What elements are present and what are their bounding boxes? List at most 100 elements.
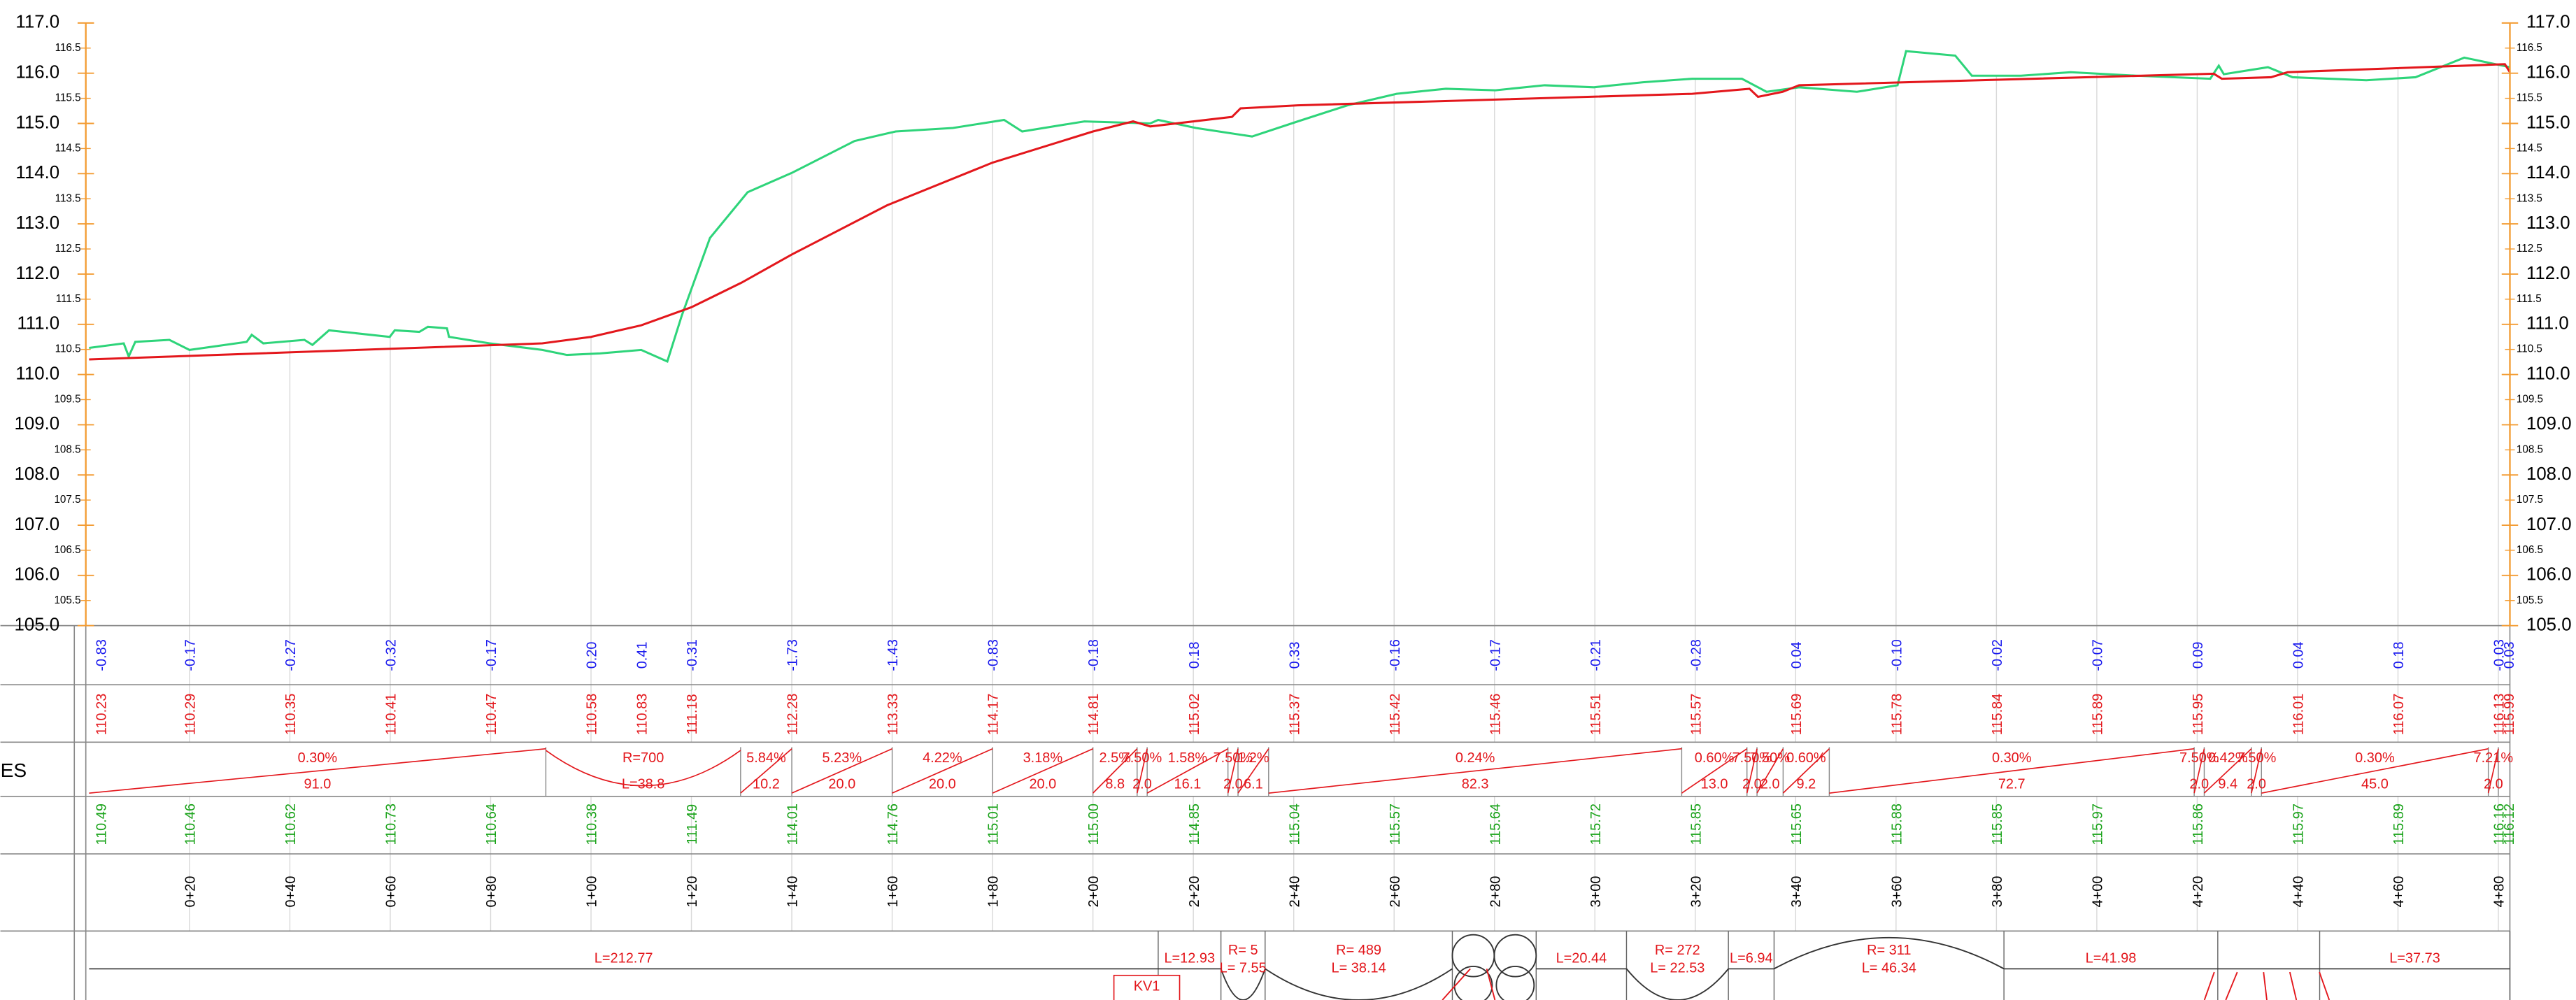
- band-value: -0.21: [1588, 639, 1604, 671]
- station-label: 4+20: [2191, 876, 2206, 908]
- minor-y-tick-label: 110.5: [55, 343, 81, 355]
- arrow: [1486, 969, 1496, 1000]
- minor-y-tick-label: 108.5: [54, 443, 80, 455]
- grade-label: 2.5%: [1099, 750, 1131, 766]
- grade-length: 2.0: [1132, 777, 1152, 792]
- band-value: 110.64: [484, 803, 499, 845]
- station-label: 4+40: [2291, 876, 2307, 908]
- grade-line: [1268, 748, 1682, 794]
- band-value: 114.01: [785, 803, 801, 845]
- band-value: 0.04: [2291, 641, 2307, 669]
- band-value: 115.00: [1086, 803, 1102, 845]
- arrow: [2225, 971, 2238, 1000]
- arrow: [2289, 971, 2298, 1000]
- y-tick-label: 110.0: [2526, 364, 2570, 383]
- band-value: 110.49: [94, 803, 109, 845]
- band-value: -0.28: [1688, 639, 1704, 671]
- band-value: 113.33: [885, 694, 901, 736]
- segment-length: L= 7.55: [1220, 961, 1267, 976]
- minor-y-tick-label: 114.5: [2517, 142, 2542, 154]
- minor-y-tick-label: 112.5: [55, 243, 81, 255]
- band-value: -0.17: [1488, 639, 1503, 671]
- band-value: 110.29: [183, 694, 199, 736]
- minor-y-tick-label: 105.5: [54, 594, 80, 606]
- y-tick-label: 112.0: [15, 264, 59, 283]
- band-value: 115.88: [1889, 803, 1905, 845]
- grade-length: 2.0: [2189, 777, 2209, 792]
- station-label: 3+20: [1688, 876, 1704, 908]
- band-value: -0.32: [384, 639, 399, 671]
- band-value: 115.37: [1287, 694, 1302, 736]
- grade-length: 10.2: [753, 777, 780, 792]
- station-label: 2+80: [1488, 876, 1503, 908]
- y-tick-label: 106.0: [2526, 565, 2572, 585]
- band-value: 115.84: [1990, 694, 2005, 736]
- segment-length: L=41.98: [2086, 951, 2137, 966]
- band-layer: -0.83 -0.17 -0.27 -0.32 -0.17 0.20 0.41 -0.31 -1…: [0, 624, 2517, 1000]
- grade-line: [2203, 748, 2252, 794]
- y-tick-label: 114.0: [2526, 163, 2570, 183]
- band-value: 116.13: [2492, 694, 2507, 736]
- band-value: 110.35: [283, 694, 299, 736]
- y-tick-label: 106.0: [15, 565, 60, 585]
- grade-label: 4.22%: [923, 750, 962, 766]
- y-tick-label: 105.0: [2526, 615, 2572, 634]
- segment-length: L=20.44: [1556, 951, 1607, 966]
- minor-y-tick-label: 106.5: [54, 544, 80, 556]
- station-label: 0+40: [283, 876, 299, 908]
- arrow: [2263, 971, 2268, 1000]
- y-tick-label: 115.0: [15, 113, 59, 132]
- minor-y-tick-label: 111.5: [2517, 293, 2542, 305]
- band-value: 116.01: [2291, 694, 2307, 736]
- band-value: 116.16: [2492, 803, 2507, 845]
- station-label: 4+60: [2391, 876, 2407, 908]
- band-value: -0.31: [685, 639, 700, 671]
- band-value: -0.83: [94, 639, 109, 671]
- grade-length: 13.0: [1701, 777, 1728, 792]
- band-value: -0.10: [1889, 639, 1905, 671]
- station-label: 3+80: [1990, 876, 2005, 908]
- grade-line: [1237, 748, 1269, 794]
- arrow: [2203, 971, 2215, 1000]
- grade-length: 2.0: [2247, 777, 2266, 792]
- grade-length: 82.3: [1462, 777, 1489, 792]
- y-tick-label: 107.0: [15, 515, 60, 534]
- station-label: 2+20: [1187, 876, 1202, 908]
- minor-y-tick-label: 109.5: [2517, 394, 2543, 406]
- band-value: 115.89: [2391, 803, 2407, 845]
- band-value: 115.85: [1688, 803, 1704, 845]
- minor-y-tick-label: 115.5: [2517, 92, 2542, 104]
- station-label: 1+00: [585, 876, 600, 908]
- grade-length: 2.0: [1223, 777, 1243, 792]
- minor-y-tick-label: 107.5: [54, 494, 80, 506]
- band-value: 115.02: [1187, 694, 1202, 736]
- minor-y-tick-label: 105.5: [2517, 594, 2543, 606]
- grade-label: 0.42%: [2208, 750, 2248, 766]
- y-tick-label: 109.0: [15, 414, 60, 434]
- curve: [1265, 968, 1453, 1000]
- grade-label: 7.50%: [2179, 750, 2219, 766]
- grade-line: [89, 748, 546, 794]
- station-label: 2+00: [1086, 876, 1102, 908]
- grade-line: [1227, 748, 1239, 794]
- band-value: 0.20: [585, 641, 600, 669]
- grade-label: 0.30%: [1992, 750, 2032, 766]
- minor-y-tick-label: 110.5: [2517, 343, 2542, 355]
- band-value: 115.04: [1287, 803, 1302, 845]
- grade-length: 2.0: [2484, 777, 2503, 792]
- band-value: 115.46: [1488, 694, 1503, 736]
- y-tick-label: 108.0: [15, 464, 60, 484]
- band-value: 110.58: [585, 694, 600, 736]
- band-value: 110.83: [634, 694, 650, 736]
- y-tick-label: 108.0: [2526, 464, 2572, 484]
- band-value: 110.38: [585, 803, 600, 845]
- curve-radius: R= 272: [1655, 943, 1700, 958]
- band-value: 0.41: [634, 641, 650, 669]
- profile-line: [89, 50, 2510, 363]
- band-value: -0.18: [1086, 639, 1102, 671]
- segment-length: L= 38.14: [1332, 961, 1386, 976]
- grade-line: [1746, 748, 1758, 794]
- band-value: 0.04: [1789, 641, 1805, 669]
- station-label: 3+60: [1889, 876, 1905, 908]
